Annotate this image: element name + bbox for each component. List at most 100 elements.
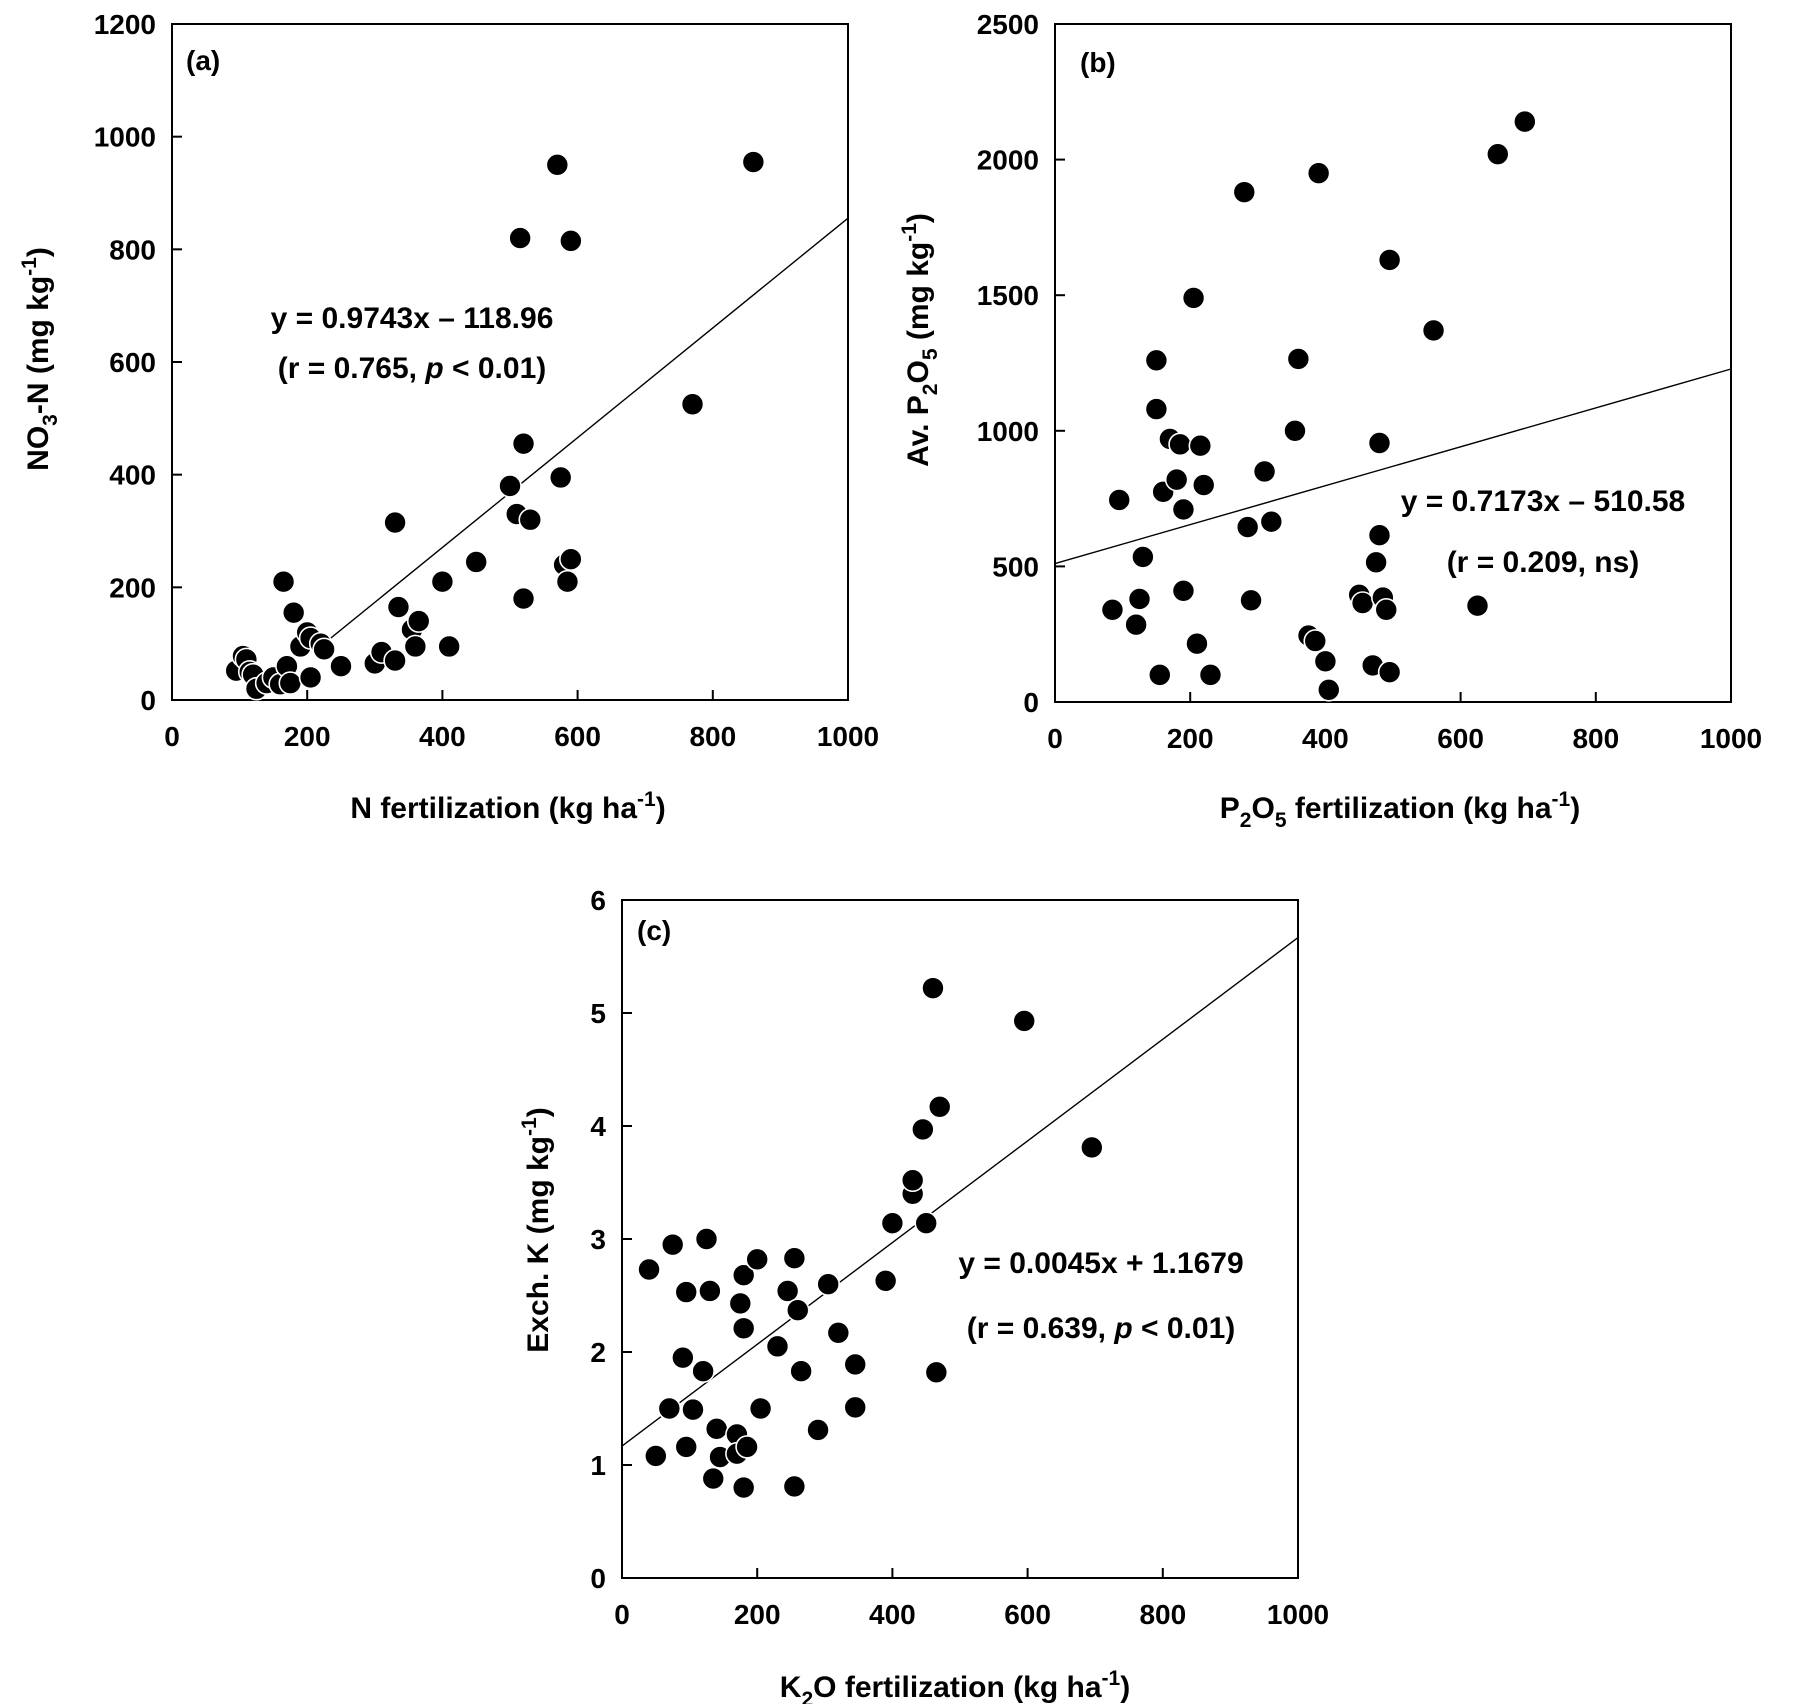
x-tick-label: 1000 bbox=[1700, 723, 1762, 754]
data-point bbox=[1239, 588, 1263, 613]
data-point bbox=[741, 150, 766, 174]
data-point bbox=[1171, 579, 1196, 603]
panel-b: (b) y = 0.7173x – 510.58 (r = 0.209, ns)… bbox=[898, 9, 1762, 832]
data-point bbox=[789, 1359, 813, 1384]
data-point bbox=[383, 648, 407, 673]
data-point bbox=[1232, 180, 1257, 204]
data-point bbox=[674, 1280, 699, 1304]
data-point bbox=[1235, 515, 1260, 539]
data-point bbox=[511, 431, 536, 456]
data-point bbox=[498, 474, 522, 498]
y-tick-label: 0 bbox=[590, 1563, 606, 1594]
data-point bbox=[1147, 663, 1172, 687]
data-point bbox=[329, 654, 353, 679]
data-point bbox=[927, 1094, 952, 1119]
data-point bbox=[559, 547, 583, 571]
data-point bbox=[704, 1417, 729, 1441]
y-tick-label: 6 bbox=[590, 885, 606, 916]
data-point bbox=[298, 665, 323, 690]
data-point bbox=[1316, 677, 1341, 702]
y-tick-label: 500 bbox=[992, 551, 1039, 582]
data-point bbox=[1283, 418, 1307, 443]
data-point bbox=[694, 1227, 719, 1251]
data-point bbox=[518, 507, 543, 532]
data-point bbox=[406, 609, 431, 633]
data-point bbox=[1100, 597, 1125, 622]
data-point bbox=[748, 1396, 773, 1421]
data-point bbox=[782, 1474, 807, 1499]
x-tick-label: 0 bbox=[614, 1599, 630, 1630]
y-tick-label: 800 bbox=[109, 234, 156, 265]
data-point bbox=[1171, 497, 1196, 522]
panel-c: (c) y = 0.0045x + 1.1679 (r = 0.639, p <… bbox=[518, 885, 1329, 1704]
data-point bbox=[900, 1168, 925, 1193]
data-point bbox=[278, 671, 303, 695]
regression-stats: (r = 0.639, p < 0.01) bbox=[967, 1312, 1236, 1345]
data-point bbox=[1367, 523, 1392, 548]
y-tick-label: 2 bbox=[590, 1337, 606, 1368]
y-axis-title: NO3-N (mg kg-1) bbox=[18, 247, 62, 471]
y-tick-label: 200 bbox=[109, 572, 156, 603]
x-tick-label: 400 bbox=[419, 721, 466, 752]
data-point bbox=[1127, 587, 1152, 611]
data-point bbox=[1286, 347, 1311, 371]
data-point bbox=[1124, 612, 1148, 637]
y-tick-label: 400 bbox=[109, 460, 156, 491]
data-point bbox=[660, 1232, 685, 1257]
data-point bbox=[785, 1298, 810, 1322]
x-tick-label: 800 bbox=[689, 721, 736, 752]
data-point bbox=[911, 1117, 935, 1142]
data-point bbox=[657, 1396, 682, 1421]
data-point bbox=[1107, 488, 1132, 512]
x-tick-label: 400 bbox=[1302, 723, 1349, 754]
data-point bbox=[1306, 161, 1331, 185]
data-point bbox=[1364, 550, 1388, 575]
regression-line bbox=[621, 936, 1299, 1447]
data-point bbox=[681, 1397, 705, 1422]
data-point bbox=[430, 569, 455, 594]
x-tick-label: 0 bbox=[1047, 723, 1063, 754]
y-tick-label: 2500 bbox=[977, 9, 1039, 40]
y-tick-label: 600 bbox=[109, 347, 156, 378]
data-point bbox=[643, 1444, 668, 1468]
data-point bbox=[745, 1247, 770, 1272]
data-point bbox=[782, 1246, 807, 1271]
data-point bbox=[1377, 248, 1402, 272]
data-point bbox=[1313, 649, 1338, 674]
data-point bbox=[559, 229, 583, 253]
x-tick-label: 200 bbox=[1167, 723, 1214, 754]
x-tick-label: 800 bbox=[1572, 723, 1619, 754]
data-point bbox=[1198, 663, 1223, 687]
x-tick-label: 1000 bbox=[817, 721, 879, 752]
y-tick-label: 0 bbox=[140, 685, 156, 716]
data-point bbox=[1185, 631, 1209, 656]
data-point bbox=[1181, 286, 1206, 310]
data-point bbox=[437, 634, 461, 659]
data-point bbox=[312, 637, 336, 662]
data-point bbox=[731, 1263, 756, 1287]
y-axis-title: Av. P2O5 (mg kg-1) bbox=[898, 213, 942, 467]
data-point bbox=[731, 1316, 756, 1341]
data-point bbox=[1377, 660, 1402, 684]
y-tick-label: 1000 bbox=[977, 416, 1039, 447]
data-point bbox=[1252, 459, 1277, 484]
data-point bbox=[1168, 432, 1192, 457]
panel-a: (a) y = 0.9743x – 118.96 (r = 0.765, p <… bbox=[18, 9, 879, 825]
regression-line bbox=[1054, 368, 1732, 565]
data-point bbox=[765, 1334, 790, 1359]
panel-label: (c) bbox=[637, 915, 671, 946]
data-point bbox=[1465, 593, 1490, 618]
y-axis-title: Exch. K (mg kg-1) bbox=[518, 1107, 555, 1352]
data-point bbox=[545, 153, 570, 177]
data-point bbox=[671, 1345, 695, 1370]
data-point bbox=[843, 1395, 868, 1420]
y-tick-label: 1000 bbox=[94, 122, 156, 153]
data-point bbox=[701, 1466, 726, 1491]
data-point bbox=[1485, 142, 1510, 166]
data-point bbox=[1144, 348, 1169, 373]
data-point bbox=[775, 1279, 800, 1303]
data-point bbox=[806, 1418, 830, 1442]
y-tick-label: 3 bbox=[590, 1224, 606, 1255]
data-point bbox=[1303, 629, 1328, 653]
x-axis-title: P2O5 fertilization (kg ha-1) bbox=[1220, 788, 1580, 832]
